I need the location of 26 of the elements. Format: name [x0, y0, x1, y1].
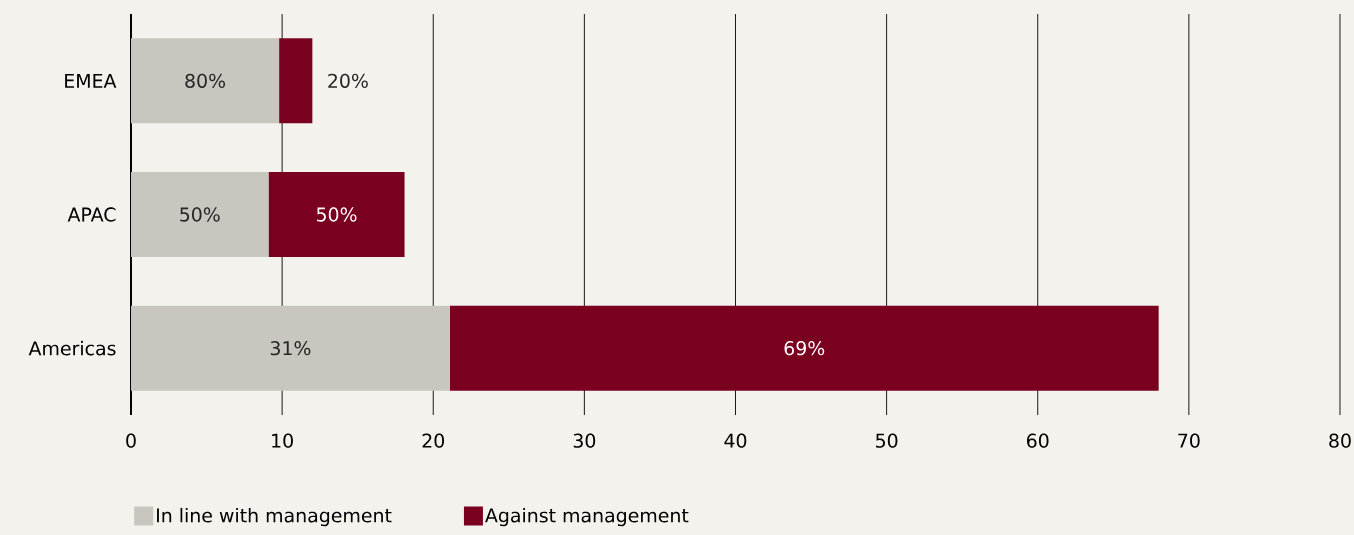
x-tick-label: 50: [876, 433, 898, 448]
legend-label: In line with management: [157, 507, 392, 527]
y-tick-label: EMEA: [65, 73, 117, 88]
y-tick-label: Americas: [28, 340, 116, 356]
x-tick-label: 30: [573, 433, 596, 448]
bar: [268, 172, 405, 257]
bar: [131, 305, 450, 391]
bar: [279, 38, 313, 124]
x-tick-label: 0: [126, 433, 136, 448]
x-tick-label: 20: [422, 433, 445, 448]
annotation: 69%: [784, 341, 825, 356]
bar: [131, 38, 280, 124]
bar: [449, 305, 1159, 391]
x-tick-label: 70: [1178, 433, 1200, 448]
annotation: 31%: [270, 341, 311, 356]
bar: [131, 172, 269, 257]
annotation: 20%: [328, 73, 368, 88]
x-tick-label: 40: [724, 433, 747, 448]
y-tick-label: APAC: [67, 207, 116, 222]
annotation: 50%: [180, 207, 220, 222]
annotation: 50%: [316, 207, 357, 222]
x-tick-label: 10: [272, 433, 293, 448]
x-tick-label: 80: [1329, 433, 1351, 448]
annotation: 80%: [185, 73, 226, 88]
x-tick-label: 60: [1027, 433, 1049, 448]
legend-label: Against management: [485, 507, 689, 527]
